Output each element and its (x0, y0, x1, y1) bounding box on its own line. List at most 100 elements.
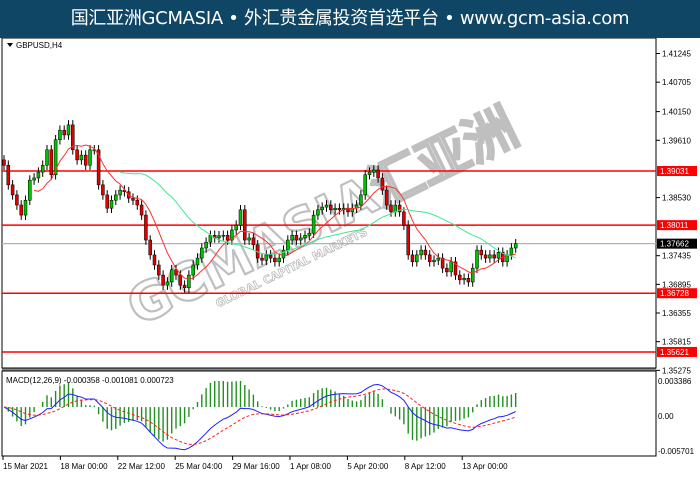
candle (427, 250, 432, 267)
candle (475, 245, 479, 273)
candle (135, 195, 140, 210)
candle (53, 134, 58, 180)
candle (513, 238, 518, 253)
level-price-badge (657, 346, 697, 357)
candle-body (234, 224, 238, 231)
candle-body (488, 254, 492, 259)
candle (165, 277, 170, 290)
candle (298, 233, 303, 245)
candle (286, 235, 290, 255)
candle-body (23, 199, 28, 216)
candle-body (36, 171, 41, 179)
candle-body (432, 259, 436, 263)
candle-body (139, 204, 144, 216)
candle-body (53, 139, 58, 176)
candle (234, 220, 238, 235)
candle-body (217, 235, 221, 239)
candle-body (415, 254, 419, 263)
x-tick-label: 1 Apr 08:00 (290, 462, 331, 471)
candle (376, 165, 380, 183)
candle (6, 160, 11, 190)
ma-slow-line (119, 171, 516, 259)
candle (320, 202, 324, 215)
y-tick-label: 1.35815 (662, 338, 691, 347)
candle-body (324, 204, 329, 208)
level-price-badge (657, 288, 697, 299)
candle-body (402, 211, 406, 226)
x-tick-label: 25 Mar 04:00 (175, 462, 223, 471)
candle (75, 145, 79, 165)
candle (40, 160, 45, 177)
candle (32, 173, 36, 185)
candle-body (200, 247, 204, 259)
candle-body (19, 204, 23, 216)
candle-body (191, 264, 195, 276)
candle-body (294, 235, 299, 241)
candle-body (114, 194, 118, 201)
candle-body (131, 197, 135, 201)
candle (415, 250, 419, 267)
candle-body (101, 184, 105, 196)
candle (316, 205, 320, 220)
candle-body (88, 149, 92, 166)
x-tick-label: 8 Apr 12:00 (405, 462, 446, 471)
candle-body (32, 177, 36, 181)
candle (157, 260, 161, 280)
candle-body (320, 206, 324, 211)
candle-body (178, 274, 183, 286)
candle-body (513, 243, 518, 249)
y-tick-label: 1.36355 (662, 309, 691, 318)
dropdown-triangle-icon[interactable] (7, 43, 13, 47)
candle-body (406, 224, 410, 256)
level-price-label: 1.38011 (660, 221, 689, 230)
candle (273, 253, 277, 267)
candle (264, 250, 269, 265)
candle (66, 120, 71, 140)
price-chart[interactable]: GCMASIA汇亚洲 GLOBAL CAPITAL MARKETS 1.4124… (0, 38, 700, 500)
y-tick-label: 1.38530 (662, 194, 691, 203)
candle-body (264, 254, 269, 261)
candle (131, 193, 135, 206)
candle (423, 245, 428, 260)
candle-body (286, 239, 290, 251)
candle (488, 250, 492, 263)
candle (221, 230, 226, 241)
candle-body (152, 254, 157, 266)
candle-body (445, 267, 449, 273)
candle-body (268, 254, 273, 259)
macd-tick-label: 0.003386 (658, 377, 692, 386)
candle (58, 125, 62, 145)
candle (10, 180, 15, 200)
candle (144, 210, 148, 245)
candle (410, 250, 415, 267)
candle-body (10, 184, 15, 196)
macd-tick-label: -0.005701 (658, 447, 695, 456)
candle-body (363, 174, 367, 196)
candle (432, 255, 436, 267)
candle-body (389, 204, 393, 213)
y-tick-label: 1.35275 (662, 366, 691, 375)
candle (470, 263, 475, 287)
candle-body (277, 257, 281, 263)
candle (161, 270, 165, 290)
candle-body (182, 284, 187, 289)
candle (307, 228, 312, 241)
candle (83, 150, 88, 170)
candle (152, 250, 157, 270)
x-tick-label: 18 Mar 00:00 (60, 462, 108, 471)
candle (36, 167, 41, 183)
candle-body (195, 257, 200, 266)
candle (277, 253, 281, 267)
candle (200, 243, 204, 263)
candle-body (290, 235, 294, 241)
candle (105, 190, 109, 213)
candle (333, 203, 337, 215)
candle (182, 280, 187, 293)
candle (483, 250, 488, 263)
candle-body (45, 149, 49, 166)
candle (243, 205, 247, 245)
candle-body (2, 159, 6, 166)
candle (445, 263, 449, 277)
candle (281, 245, 286, 263)
candle-body (148, 239, 152, 256)
